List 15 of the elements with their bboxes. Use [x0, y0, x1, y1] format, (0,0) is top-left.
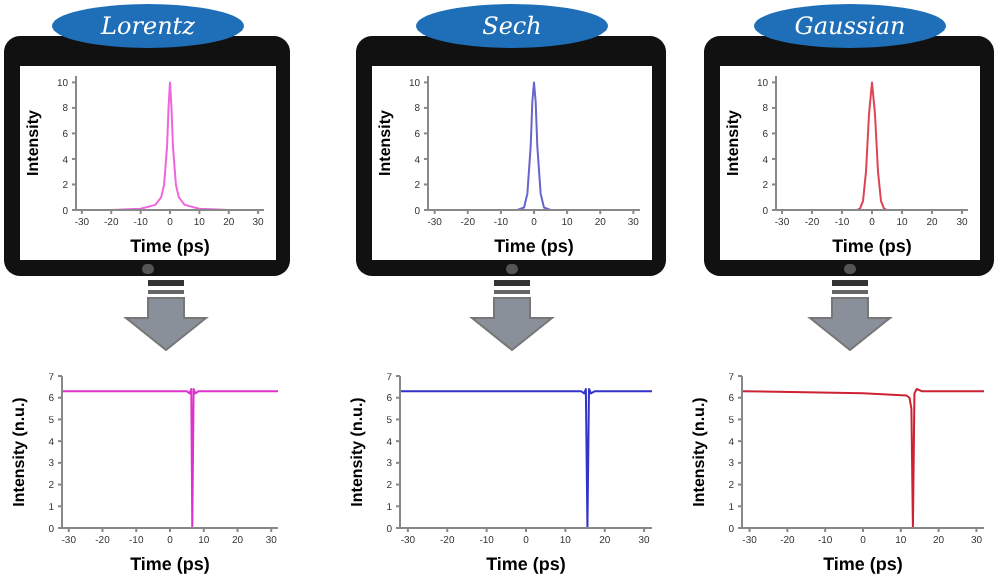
chart-title: Lorentz [52, 4, 244, 48]
y-axis-title: Intensity [375, 109, 394, 176]
x-axis-title: Time (ps) [130, 236, 210, 256]
chart-title: Sech [416, 4, 608, 48]
x-axis-title: Time (ps) [832, 236, 912, 256]
y-axis-title: Intensity [723, 109, 742, 176]
y-axis-title: Intensity (n.u.) [347, 396, 366, 507]
x-axis-title: Time (ps) [494, 236, 574, 256]
y-axis-title: Intensity [23, 109, 42, 176]
chart-title: Gaussian [754, 4, 946, 48]
x-axis-title: Time (ps) [823, 554, 903, 574]
x-axis-title: Time (ps) [130, 554, 210, 574]
y-axis-title: Intensity (n.u.) [9, 396, 28, 507]
y-axis-title: Intensity (n.u.) [689, 396, 708, 507]
x-axis-title: Time (ps) [486, 554, 566, 574]
